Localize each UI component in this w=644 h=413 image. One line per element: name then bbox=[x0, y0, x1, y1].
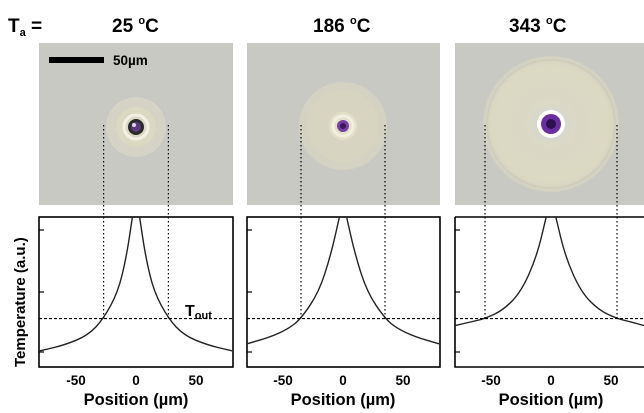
temperature-curve-0-right bbox=[138, 216, 233, 352]
micrograph-25: 50µm bbox=[39, 43, 233, 205]
plot-frame-343 bbox=[454, 216, 644, 368]
plot-frame-186 bbox=[246, 216, 441, 368]
svg-text:50: 50 bbox=[395, 373, 410, 388]
temp-label-186: 186 oC bbox=[313, 15, 371, 37]
temperature-curve-1-left bbox=[246, 216, 341, 345]
svg-text:50: 50 bbox=[188, 373, 203, 388]
y-axis-label: Temperature (a.u.) bbox=[12, 237, 29, 367]
scale-bar-label: 50µm bbox=[113, 53, 148, 68]
x-tick-labels-186: -50 0 50 bbox=[273, 373, 410, 388]
svg-text:Ta =: Ta = bbox=[8, 16, 42, 39]
svg-text:0: 0 bbox=[339, 373, 347, 388]
temperature-curve-1-right bbox=[345, 216, 440, 345]
header-ambient-label: Ta = bbox=[8, 16, 42, 39]
svg-text:50: 50 bbox=[603, 373, 618, 388]
temperature-curve-2-left bbox=[454, 216, 547, 327]
temperature-curve-0-left bbox=[39, 216, 134, 352]
micrograph-186 bbox=[247, 43, 440, 205]
micrograph-343 bbox=[455, 43, 644, 205]
plot-frame-25 bbox=[38, 216, 234, 368]
chart-layer bbox=[39, 125, 644, 352]
x-axis-label-343: Position (µm) bbox=[499, 391, 604, 409]
temp-label-343: 343 oC bbox=[509, 15, 567, 37]
scale-bar bbox=[49, 57, 104, 63]
svg-text:-50: -50 bbox=[66, 373, 86, 388]
temperature-curve-2-right bbox=[555, 216, 644, 327]
x-tick-labels-25: -50 0 50 bbox=[66, 373, 203, 388]
svg-text:0: 0 bbox=[547, 373, 555, 388]
svg-text:0: 0 bbox=[132, 373, 140, 388]
svg-text:-50: -50 bbox=[273, 373, 293, 388]
temp-label-25: 25 oC bbox=[112, 15, 159, 37]
svg-text:-50: -50 bbox=[481, 373, 501, 388]
x-axis-label-186: Position (µm) bbox=[291, 391, 396, 409]
x-axis-label-25: Position (µm) bbox=[84, 391, 189, 409]
y-ticks bbox=[39, 229, 460, 353]
x-tick-labels-343: -50 0 50 bbox=[481, 373, 618, 388]
